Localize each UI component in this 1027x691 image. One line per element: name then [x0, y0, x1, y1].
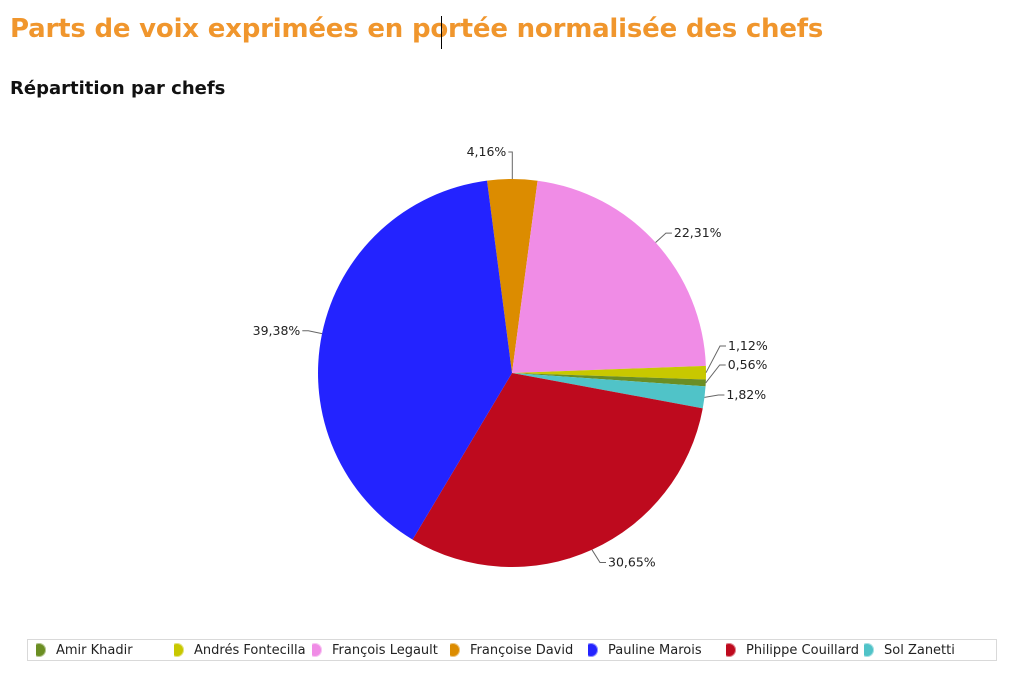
leader-line: [705, 345, 726, 373]
legend-item[interactable]: Pauline Marois: [580, 643, 718, 658]
pie-swatch-icon: [584, 643, 598, 657]
pie-swatch-icon: [170, 643, 184, 657]
legend-label: Andrés Fontecilla: [194, 642, 306, 658]
pie-slice-amir-khadir[interactable]: [512, 373, 706, 387]
pie-swatch-icon: [32, 643, 46, 657]
pie-slice-andres-fontecilla[interactable]: [512, 365, 707, 380]
legend-label: Pauline Marois: [608, 642, 702, 658]
legend-item[interactable]: Sol Zanetti: [856, 643, 994, 658]
leader-line: [655, 232, 672, 243]
pie-swatch-icon: [860, 643, 874, 657]
pie-slice-sol-zanetti[interactable]: [512, 373, 706, 409]
legend-item[interactable]: Françoise David: [442, 643, 580, 658]
pie-swatch-icon: [722, 643, 736, 657]
slice-data-label: 30,65%: [608, 555, 656, 570]
legend-label: Philippe Couillard: [746, 642, 859, 658]
legend-item[interactable]: Amir Khadir: [28, 643, 166, 658]
legend-item[interactable]: François Legault: [304, 643, 442, 658]
leader-line: [591, 549, 606, 563]
legend-item[interactable]: Andrés Fontecilla: [166, 642, 306, 658]
slice-data-label: 0,56%: [728, 357, 768, 372]
pie-chart: 4,16% 22,31% 1,12% 0,56% 1,82% 30,65% 39,38%: [253, 144, 768, 570]
chart-subtitle: Répartition par chefs: [10, 78, 226, 99]
slice-data-label: 1,12%: [728, 338, 768, 353]
text-cursor: [441, 16, 442, 49]
leader-line: [704, 394, 725, 398]
pie-slice-francoise-david[interactable]: [487, 178, 538, 373]
legend-item[interactable]: Philippe Couillard: [718, 642, 859, 658]
legend-label: Amir Khadir: [56, 642, 133, 658]
pie-swatch-icon: [308, 643, 322, 657]
page-title: Parts de voix exprimées en portée normal…: [10, 14, 824, 44]
leader-line: [302, 330, 323, 335]
slice-data-label: 1,82%: [726, 387, 766, 402]
slice-data-label: 4,16%: [467, 144, 507, 159]
slice-data-label: 22,31%: [674, 225, 722, 240]
pie-slice-pauline-marois[interactable]: [318, 180, 512, 540]
legend-label: François Legault: [332, 642, 438, 658]
pie-slice-francois-legault[interactable]: [512, 180, 706, 373]
slice-data-label: 39,38%: [253, 323, 301, 338]
chart-legend: Amir Khadir Andrés Fontecilla François Leg…: [27, 639, 997, 661]
pie-slice-philippe-couillard[interactable]: [412, 373, 703, 568]
leader-line: [705, 364, 726, 384]
legend-label: Françoise David: [470, 642, 574, 658]
pie-swatch-icon: [446, 643, 460, 657]
leader-line: [508, 151, 513, 179]
legend-label: Sol Zanetti: [884, 642, 955, 658]
